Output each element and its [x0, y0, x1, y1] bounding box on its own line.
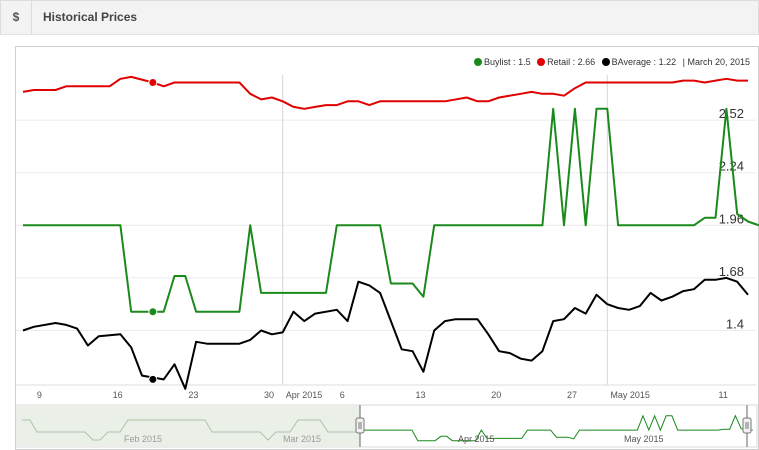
series-marker [148, 307, 158, 317]
navigator-label: Feb 2015 [124, 434, 162, 444]
navigator-handle[interactable] [355, 417, 365, 434]
legend-label: Retail [547, 57, 571, 67]
navigator-label: May 2015 [624, 434, 664, 444]
y-tick-label: 1.4 [726, 317, 744, 332]
navigator-frame [16, 404, 758, 448]
dollar-icon: $ [1, 1, 32, 34]
x-tick-label: Apr 2015 [286, 390, 323, 400]
x-tick-label: 13 [416, 390, 426, 400]
navigator-history-line [22, 419, 360, 441]
legend-label: Buylist [484, 57, 511, 67]
series-line-buylist [23, 107, 759, 313]
legend-item-retail[interactable]: Retail : 2.66 [537, 57, 595, 67]
legend-dot-icon [601, 58, 610, 66]
page-title: Historical Prices [43, 10, 138, 24]
legend-item-baverage[interactable]: BAverage : 1.22 [601, 57, 677, 67]
legend-item-buylist[interactable]: Buylist : 1.5 [474, 57, 531, 67]
x-tick-label: May 2015 [610, 390, 650, 400]
x-tick-label: 11 [719, 390, 728, 400]
chart-panel [15, 46, 759, 450]
navigator-handle[interactable] [742, 417, 752, 434]
x-tick-label: 16 [113, 390, 123, 400]
navigator-mask [18, 406, 360, 446]
legend-sep: : [510, 57, 519, 67]
legend-dot-icon [537, 58, 546, 66]
x-tick-label: 9 [37, 390, 42, 400]
y-tick-label: 2.52 [719, 106, 744, 121]
series-marker [148, 374, 158, 384]
x-tick-label: 30 [264, 390, 274, 400]
y-tick-label: 1.96 [719, 211, 744, 226]
series-marker [148, 78, 158, 88]
legend-value: 2.66 [577, 57, 596, 67]
legend-dot-icon [474, 58, 483, 66]
x-tick-label: 23 [188, 390, 198, 400]
navigator-label: Apr 2015 [458, 434, 495, 444]
y-tick-label: 1.68 [719, 264, 744, 279]
legend-sep: : [570, 57, 578, 67]
legend-sep: : [651, 57, 659, 67]
x-tick-label: 6 [340, 390, 345, 400]
chart-legend: Buylist : 1.5 Retail : 2.66 BAverage : 1… [470, 57, 750, 67]
navigator-series-line [360, 414, 753, 442]
panel-header: $ Historical Prices [0, 0, 759, 35]
legend-label: BAverage [611, 57, 652, 67]
x-tick-label: 27 [567, 390, 577, 400]
legend-value: 1.5 [518, 57, 531, 67]
series-line-baverage [22, 276, 749, 390]
legend-value: 1.22 [658, 57, 677, 67]
series-line-retail [22, 75, 748, 110]
x-tick-label: 20 [491, 390, 501, 400]
navigator-label: Mar 2015 [283, 434, 321, 444]
legend-date: | March 20, 2015 [682, 57, 750, 67]
